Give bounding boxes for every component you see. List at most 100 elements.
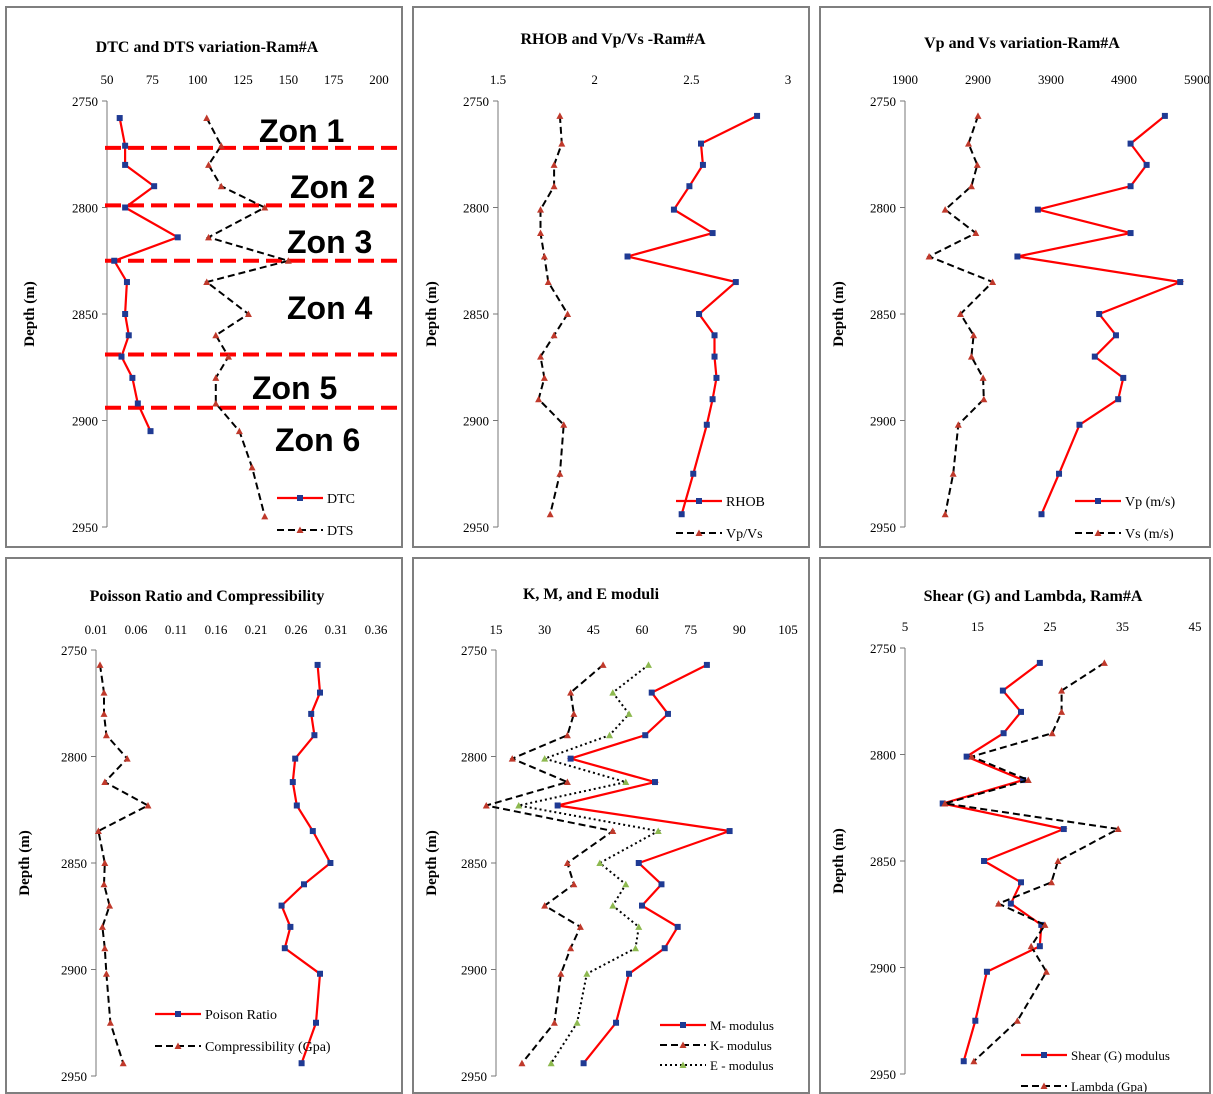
data-point-s1-10: [967, 353, 975, 360]
x-tick-label: 0.01: [85, 622, 108, 637]
data-point-s0-8: [696, 311, 703, 317]
data-point-s1-5: [563, 778, 571, 786]
x-tick-label: 75: [146, 72, 159, 87]
series-line-1: [486, 664, 616, 1064]
data-point-s0-0: [754, 112, 761, 119]
legend-marker: [297, 495, 303, 501]
legend-label: M- modulus: [710, 1018, 774, 1033]
data-point-s0-1: [122, 142, 129, 149]
data-point-s0-10: [1007, 900, 1014, 907]
data-point-s1-9: [550, 331, 558, 339]
legend-label: RHOB: [726, 495, 765, 510]
x-tick-label: 15: [490, 622, 503, 637]
data-point-s1-11: [979, 374, 987, 381]
data-point-s0-3: [151, 183, 158, 190]
series-line-1: [926, 115, 995, 515]
data-point-s1-0: [96, 661, 104, 668]
legend-marker: [296, 526, 304, 533]
y-axis-label: Depth (m): [22, 281, 38, 346]
data-point-s0-12: [1115, 396, 1122, 403]
data-point-s0-6: [293, 802, 300, 809]
data-point-s0-3: [1127, 183, 1134, 190]
data-point-s0-14: [613, 1019, 620, 1026]
data-point-s1-4: [508, 755, 516, 762]
y-tick-label: 2850: [61, 856, 87, 871]
data-point-s1-6: [284, 257, 292, 264]
data-point-s0-5: [651, 779, 658, 786]
data-point-s0-9: [301, 881, 307, 888]
data-point-s1-6: [144, 801, 152, 809]
data-point-s0-5: [709, 230, 716, 237]
data-point-s2-10: [609, 902, 617, 909]
data-point-s1-8: [1054, 857, 1062, 864]
data-point-s1-6: [925, 252, 933, 260]
data-point-s1-14: [106, 1019, 114, 1026]
data-point-s0-2: [664, 710, 671, 717]
data-point-s0-1: [999, 687, 1006, 694]
data-point-s1-15: [119, 1059, 127, 1067]
zone-label: Zon 6: [275, 422, 360, 458]
data-point-s0-5: [289, 779, 296, 786]
data-point-s1-1: [100, 689, 108, 696]
data-point-s0-11: [713, 374, 720, 381]
x-tick-label: 0.36: [365, 622, 388, 637]
data-point-s0-3: [686, 183, 693, 190]
chart-panel-rhob-vpvs: RHOB and Vp/Vs -Ram#A 2750 2800 2850 2900 295…: [412, 6, 810, 548]
legend-marker: [679, 1041, 687, 1048]
chart-panel-dtc-dts: DTC and DTS variation-Ram#A 2750 2800 2850 2…: [5, 6, 403, 548]
data-point-s1-13: [235, 427, 243, 435]
data-point-s0-0: [314, 661, 321, 668]
data-point-s0-7: [1177, 279, 1184, 286]
data-point-s1-4: [968, 753, 976, 760]
x-tick-label: 3: [785, 72, 792, 87]
data-point-s1-4: [537, 206, 545, 213]
zone-label: Zon 5: [252, 370, 337, 406]
data-point-s0-15: [960, 1058, 967, 1065]
y-tick-label: 2850: [463, 307, 489, 322]
data-point-s2-13: [583, 970, 591, 977]
series-line-1: [944, 662, 1122, 1062]
data-point-s1-10: [995, 900, 1003, 907]
data-point-s0-4: [292, 755, 299, 762]
data-point-s1-13: [1042, 968, 1050, 975]
x-tick-label: 15: [971, 619, 984, 634]
y-tick-label: 2950: [72, 520, 98, 535]
data-point-s0-12: [281, 945, 288, 952]
data-point-s0-1: [698, 140, 704, 147]
data-point-s0-4: [567, 755, 574, 762]
data-point-s1-3: [102, 731, 110, 739]
y-tick-label: 2750: [463, 94, 489, 109]
legend-marker: [695, 529, 703, 536]
data-point-s1-5: [972, 229, 980, 237]
data-point-s1-13: [557, 970, 565, 977]
data-point-s0-9: [125, 332, 132, 339]
legend-label: Lambda (Gpa): [1071, 1079, 1147, 1092]
y-tick-label: 2750: [72, 94, 98, 109]
data-point-s2-3: [606, 731, 614, 739]
data-point-s1-9: [212, 331, 220, 339]
legend-label: Compressibility (Gpa): [205, 1040, 331, 1055]
data-point-s0-10: [118, 353, 125, 360]
y-tick-label: 2850: [72, 307, 98, 322]
data-point-s1-3: [550, 182, 558, 190]
data-point-s1-14: [1013, 1017, 1021, 1024]
data-point-s2-2: [625, 710, 633, 717]
data-point-s1-3: [217, 182, 225, 190]
data-point-s1-6: [482, 801, 490, 809]
chart-svg-vp-vs: Vp and Vs variation-Ram#A 2750 2800 2850 290…: [831, 35, 1209, 542]
data-point-s2-11: [635, 923, 643, 930]
x-tick-label: 100: [188, 72, 208, 87]
data-point-s0-2: [1143, 161, 1150, 168]
data-point-s1-8: [563, 859, 571, 866]
y-tick-label: 2800: [61, 750, 87, 765]
chart-title: DTC and DTS variation-Ram#A: [96, 39, 319, 56]
data-point-s0-14: [1056, 470, 1063, 477]
data-point-s0-13: [626, 970, 633, 977]
x-tick-label: 4900: [1111, 72, 1137, 87]
data-point-s0-12: [709, 396, 716, 403]
data-point-s1-13: [560, 421, 568, 428]
x-tick-label: 105: [778, 622, 798, 637]
data-point-s1-0: [599, 661, 607, 668]
data-point-s1-14: [248, 463, 256, 471]
data-point-s0-6: [624, 253, 631, 260]
